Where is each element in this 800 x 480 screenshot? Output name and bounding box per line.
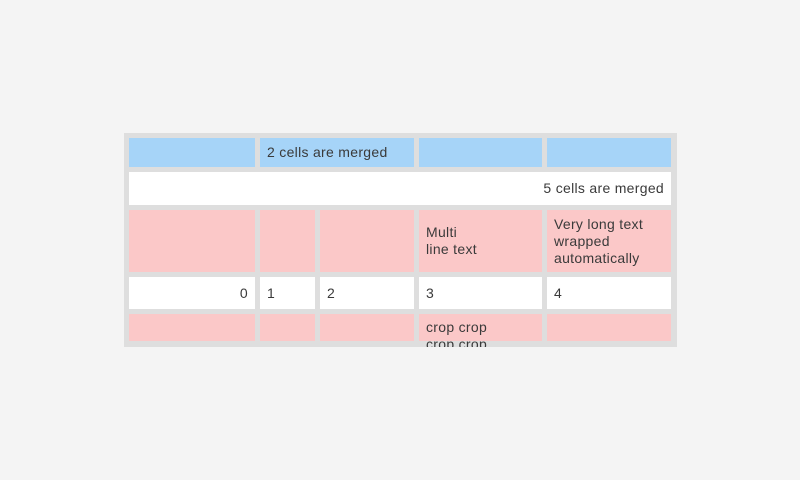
cell-r5c1[interactable] — [129, 314, 255, 341]
table-widget: 2 cells are merged 5 cells are merged Mu… — [124, 133, 677, 347]
cell-label: 2 cells are merged — [267, 144, 388, 160]
table-grid: 2 cells are merged 5 cells are merged Mu… — [129, 138, 672, 347]
cell-r2-merged[interactable]: 5 cells are merged — [129, 172, 671, 205]
cell-r4c3[interactable]: 2 — [320, 277, 414, 309]
cell-r5c5[interactable] — [547, 314, 671, 341]
cell-r4c2[interactable]: 1 — [260, 277, 315, 309]
cell-r5c2[interactable] — [260, 314, 315, 341]
cell-r3c4[interactable]: Multi line text — [419, 210, 542, 272]
cell-label: 2 — [327, 284, 336, 301]
cell-r3c1[interactable] — [129, 210, 255, 272]
cell-label: 4 — [554, 284, 563, 301]
cell-label: 5 cells are merged — [543, 180, 664, 196]
cell-r1c4[interactable] — [419, 138, 542, 167]
cell-r1c1[interactable] — [129, 138, 255, 167]
cell-label: 1 — [267, 284, 276, 301]
cell-r1c5[interactable] — [547, 138, 671, 167]
cell-label: Multi line text — [426, 224, 477, 257]
cell-label: 0 — [239, 284, 248, 301]
cell-r5c3[interactable] — [320, 314, 414, 341]
cell-r4c4[interactable]: 3 — [419, 277, 542, 309]
cell-r3c2[interactable] — [260, 210, 315, 272]
cell-r3c3[interactable] — [320, 210, 414, 272]
cell-r1c2-merged[interactable]: 2 cells are merged — [260, 138, 414, 167]
cell-label: crop crop crop crop — [426, 319, 488, 347]
cell-r5c4[interactable]: crop crop crop crop — [419, 314, 542, 347]
cell-r4c1[interactable]: 0 — [129, 277, 255, 309]
cell-r4c5[interactable]: 4 — [547, 277, 671, 309]
cell-r3c5[interactable]: Very long text wrapped automatically — [547, 210, 671, 272]
cell-label: 3 — [426, 284, 435, 301]
cell-label: Very long text wrapped automatically — [554, 215, 644, 266]
